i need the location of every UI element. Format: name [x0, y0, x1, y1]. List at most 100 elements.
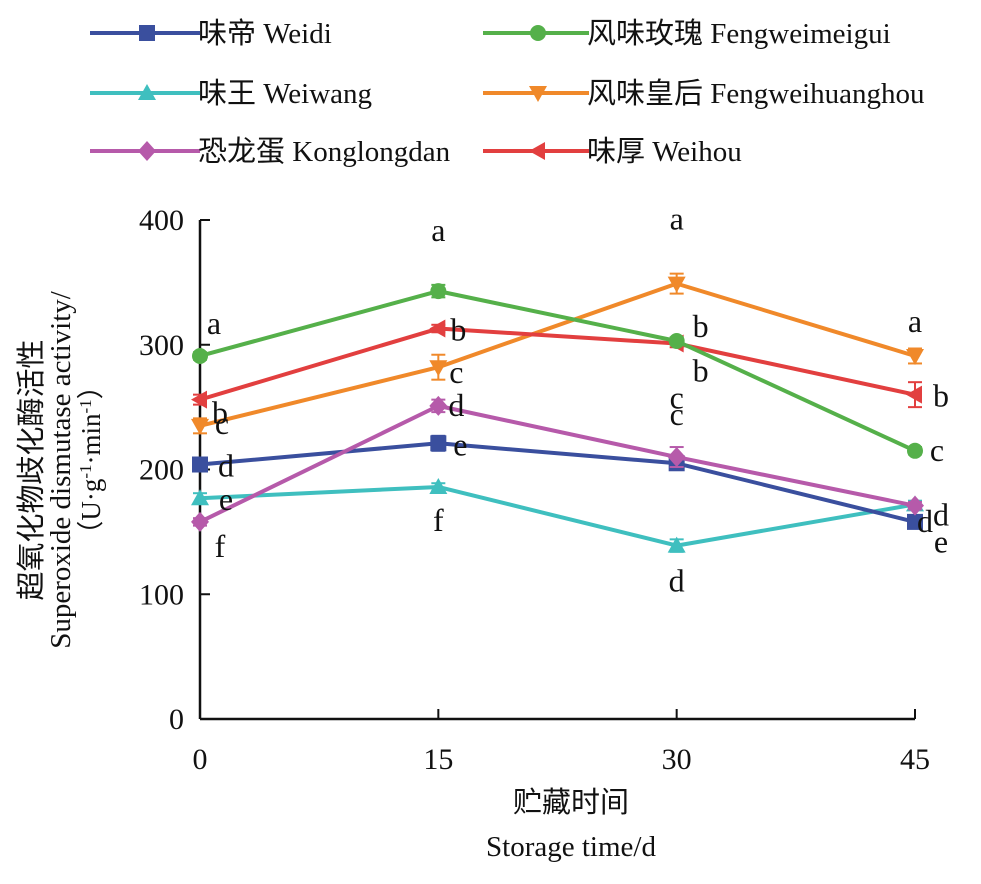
series-3	[191, 272, 924, 435]
significance-letter: a	[670, 201, 684, 237]
y-tick-label: 100	[139, 578, 184, 611]
unit-open: （U·g	[76, 479, 106, 548]
series-line	[199, 281, 916, 428]
significance-letter: c	[670, 396, 684, 432]
significance-letter: b	[212, 395, 228, 431]
data-point	[667, 536, 686, 553]
data-point	[191, 390, 207, 409]
significance-letter: f	[215, 528, 226, 564]
significance-letter: c	[930, 432, 944, 468]
legend-item: 风味玫瑰 Fengweimeigui	[483, 17, 891, 50]
series-line	[199, 441, 916, 524]
y-tick-label: 0	[169, 703, 184, 736]
significance-letter: a	[431, 212, 445, 248]
legend-label: 味王 Weiwang	[198, 77, 372, 110]
x-ticks: 0 15 30 45	[193, 709, 930, 776]
y-ticks: 0 100 200 300 400	[139, 204, 210, 736]
legend-label: 风味玫瑰 Fengweimeigui	[587, 17, 891, 50]
x-tick-label: 15	[423, 743, 453, 776]
significance-letter: c	[670, 379, 684, 415]
y-tick-label: 400	[139, 204, 184, 237]
data-point	[668, 333, 685, 350]
series-4	[191, 395, 924, 532]
data-point	[667, 276, 686, 293]
significance-letter: d	[218, 448, 234, 484]
series-5	[191, 319, 922, 409]
significance-letter: b	[933, 378, 949, 414]
significance-letter: b	[693, 353, 709, 389]
legend-marker	[529, 142, 545, 160]
unit-exp2: -1	[76, 399, 95, 413]
data-point	[192, 347, 208, 364]
series-1	[192, 283, 923, 459]
legend-label: 味厚 Weihou	[587, 135, 742, 168]
data-point	[906, 495, 924, 516]
y-axis-label-cn: 超氧化物歧化酶活性	[15, 339, 48, 600]
significance-letter: e	[934, 523, 948, 559]
data-point	[192, 456, 208, 473]
data-point	[429, 319, 446, 338]
x-tick-label: 45	[900, 743, 930, 776]
data-point	[429, 360, 448, 377]
significance-letter: d	[448, 387, 464, 423]
significance-letter: b	[693, 308, 709, 344]
significance-letter: b	[450, 312, 466, 348]
legend-item: 味帝 Weidi	[90, 17, 332, 50]
significance-letter: d	[917, 503, 933, 539]
data-point	[191, 489, 209, 506]
legend-item: 味厚 Weihou	[483, 135, 742, 168]
legend-item: 味王 Weiwang	[90, 77, 372, 110]
data-point	[429, 395, 448, 416]
y-axis-label-unit: （U·g-1·min-1）	[76, 372, 107, 547]
legend-marker	[138, 84, 156, 100]
data-point	[906, 385, 922, 404]
data-point	[907, 513, 923, 530]
significance-letter: c	[449, 354, 463, 390]
series-line	[199, 289, 916, 453]
series-2	[191, 477, 924, 553]
significance-letter: e	[219, 481, 233, 517]
x-axis-label-cn: 贮藏时间	[513, 786, 629, 819]
x-tick-label: 0	[193, 743, 208, 776]
y-tick-label: 200	[139, 454, 184, 487]
legend-label: 味帝 Weidi	[198, 17, 332, 50]
series-line	[199, 326, 916, 402]
y-axis-label: 超氧化物歧化酶活性 Superoxide dismutase activity/…	[15, 290, 106, 649]
significance-letter: f	[433, 502, 444, 538]
significance-letter: e	[453, 426, 467, 462]
series-line	[199, 403, 916, 524]
significance-letter: a	[207, 305, 221, 341]
x-axis-label-en: Storage time/d	[486, 831, 656, 863]
data-point	[430, 435, 447, 452]
significance-letter: d	[933, 497, 949, 533]
legend-marker	[529, 86, 547, 102]
legend-marker	[530, 25, 546, 41]
unit-close: ）	[76, 372, 106, 399]
data-point	[906, 348, 924, 365]
significance-letter: c	[215, 405, 229, 441]
significance-letter: d	[669, 563, 685, 599]
legend-marker	[138, 141, 156, 161]
data-point	[430, 283, 447, 300]
legend-item: 恐龙蛋 Konglongdan	[90, 135, 451, 168]
data-point	[429, 477, 448, 494]
data-point	[191, 418, 209, 435]
unit-mid: ·min	[76, 413, 106, 464]
legend-marker	[139, 25, 155, 41]
y-tick-label: 300	[139, 329, 184, 362]
legend: 味帝 Weidi 风味玫瑰 Fengweimeigui 味王 Weiwang 风味皇后…	[90, 17, 925, 168]
data-point	[667, 447, 686, 468]
legend-item: 风味皇后 Fengweihuanghou	[483, 77, 925, 110]
x-tick-label: 30	[662, 743, 692, 776]
data-point	[191, 511, 209, 532]
y-axis-label-en: Superoxide dismutase activity/	[45, 290, 77, 649]
legend-label: 风味皇后 Fengweihuanghou	[587, 77, 925, 110]
significance-letter: a	[908, 303, 922, 339]
legend-label: 恐龙蛋 Konglongdan	[198, 135, 451, 168]
data-point	[907, 442, 923, 459]
series-line	[199, 484, 916, 548]
unit-exp1: -1	[76, 465, 95, 479]
